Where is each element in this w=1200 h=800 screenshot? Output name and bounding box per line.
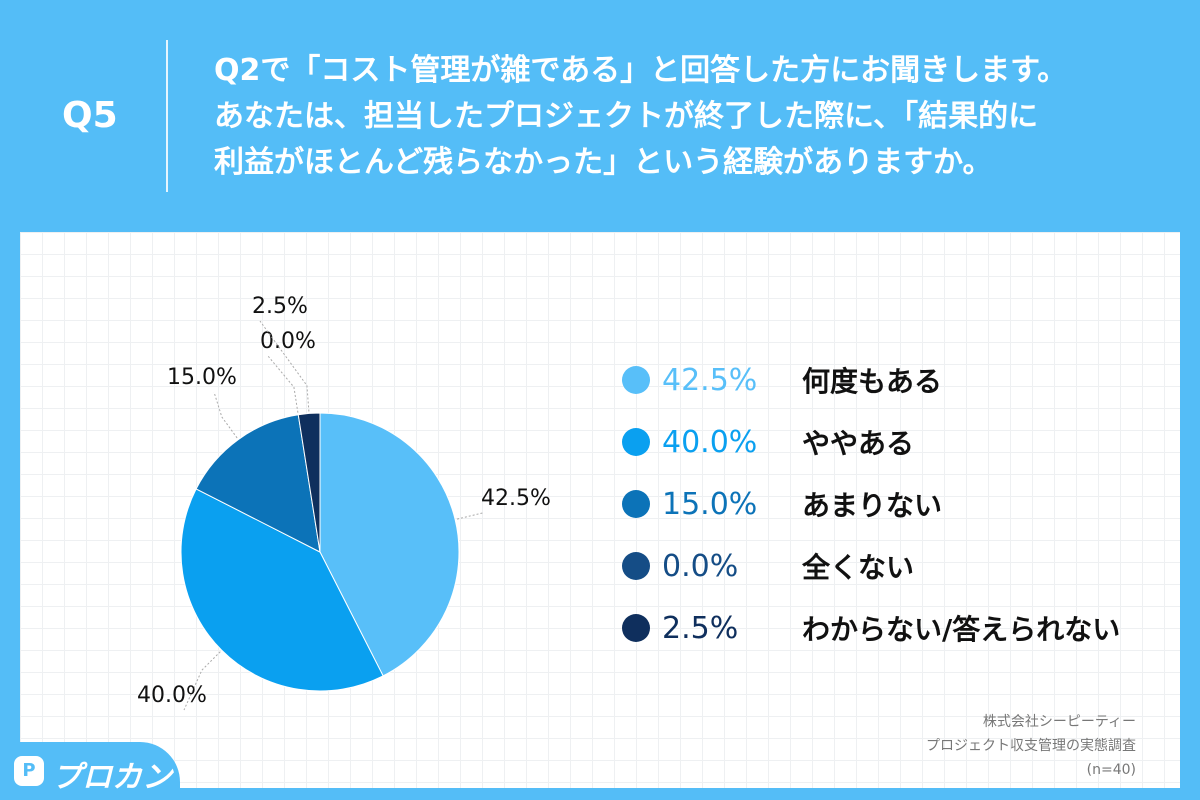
leader-line-5 [259,320,310,412]
leader-line-1 [456,512,483,520]
pie-slice-5 [297,412,321,553]
source-company: 株式会社シーピーティー [982,714,1136,730]
leader-line-2 [183,651,221,711]
question-line-1: Q2で「コスト管理が雑である」と回答した方にお聞きします。 [214,53,1068,88]
legend-label: あまりない [802,489,943,522]
legend-dot-icon [622,428,650,456]
legend-percent: 15.0% [662,486,758,522]
legend-percent: 2.5% [662,610,739,646]
data-label-5: 2.5% [252,294,308,319]
legend-item: 42.5% 何度もある [622,360,942,400]
legend-label: 全くない [802,551,915,584]
question-number: Q5 [62,95,118,136]
data-label-2: 40.0% [137,683,207,708]
legend-label: 何度もある [802,365,943,398]
pie-slice-1 [319,412,460,677]
data-label-1: 42.5% [481,486,551,511]
legend-percent: 0.0% [662,548,739,584]
source-survey: プロジェクト収支管理の実態調査 [926,738,1136,754]
legend-dot-icon [622,552,650,580]
legend-item: 2.5% わからない/答えられない [622,608,1120,648]
legend-percent: 40.0% [662,424,758,460]
legend-item: 0.0% 全くない [622,546,914,586]
legend-dot-icon [622,366,650,394]
pie-slice-2 [180,488,384,692]
legend-percent: 42.5% [662,362,758,398]
header-divider [166,40,168,192]
legend-item: 40.0% ややある [622,422,914,462]
logo-text: プロカン [52,760,172,795]
brand-logo: P プロカン [0,742,180,800]
data-label-3: 15.0% [167,365,237,390]
pie-slice-3 [195,414,321,553]
header: Q5 Q2で「コスト管理が雑である」と回答した方にお聞きします。 あなたは、担当… [0,0,1200,232]
leader-line-3 [213,391,238,439]
source-sample-size: (n=40) [1086,762,1136,778]
logo-mark-icon: P [14,756,44,786]
question-text: Q2で「コスト管理が雑である」と回答した方にお聞きします。 あなたは、担当したプ… [214,48,1174,186]
chart-panel: 42.5% 40.0% 15.0% 0.0% 2.5% 42.5% 何度もある 40.0% や… [20,232,1180,788]
question-line-3: 利益がほとんど残らなかった」という経験がありますか。 [214,145,993,180]
legend-dot-icon [622,490,650,518]
legend-item: 15.0% あまりない [622,484,942,524]
pie-chart: 42.5% 40.0% 15.0% 0.0% 2.5% [137,294,551,711]
data-label-4: 0.0% [260,329,316,354]
source-note: 株式会社シーピーティー プロジェクト収支管理の実態調査 (n=40) [926,710,1136,782]
question-line-2: あなたは、担当したプロジェクトが終了した際に、「結果的に [214,99,1039,134]
legend-label: わからない/答えられない [802,613,1121,646]
leader-line-4 [267,355,299,413]
legend-dot-icon [622,614,650,642]
legend-label: ややある [802,427,915,460]
